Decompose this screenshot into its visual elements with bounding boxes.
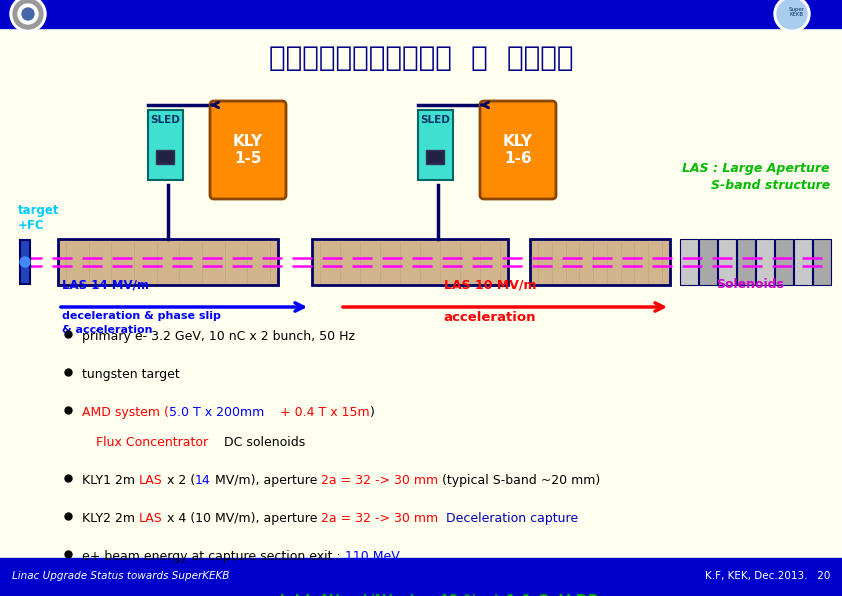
Text: 2a = 32 -> 30 mm: 2a = 32 -> 30 mm [321,474,438,487]
Text: SLED: SLED [150,115,180,125]
Text: Flux Concentrator: Flux Concentrator [96,436,208,449]
Bar [699,239,717,285]
Text: (typical S-band ~20 mm): (typical S-band ~20 mm) [438,474,600,487]
Text: KLY
1-5: KLY 1-5 [233,134,263,166]
Text: K.F, KEK, Dec.2013.   20: K.F, KEK, Dec.2013. 20 [705,571,830,581]
Bar [718,239,736,285]
Text: KLY2 2m: KLY2 2m [82,512,139,525]
Text: ): ) [370,406,375,419]
Bar [426,150,444,164]
Bar [530,239,670,285]
FancyBboxPatch shape [210,101,286,199]
Text: e+ yield: N(e+)/N(e-) = 49 % at 1.1 GeV DR: e+ yield: N(e+)/N(e-) = 49 % at 1.1 GeV … [243,594,599,596]
Text: SLED: SLED [420,115,450,125]
Text: + 0.4 T x 15m: + 0.4 T x 15m [264,406,370,419]
Bar [737,239,755,285]
Text: DC solenoids: DC solenoids [208,436,306,449]
Circle shape [18,4,38,24]
Text: AMD system (: AMD system ( [82,406,169,419]
Bar [680,239,698,285]
Text: Super
KEKB: Super KEKB [789,7,805,17]
Text: e+ beam energy at capture section exit :: e+ beam energy at capture section exit : [82,550,344,563]
Bar [813,239,831,285]
Circle shape [774,0,810,32]
Text: Linac Upgrade Status towards SuperKEKB: Linac Upgrade Status towards SuperKEKB [12,571,229,581]
Text: & acceleration: & acceleration [62,325,152,335]
Text: tungsten target: tungsten target [82,368,179,381]
Text: MV/m), aperture: MV/m), aperture [210,474,321,487]
Circle shape [22,8,34,20]
Text: S-band structure: S-band structure [711,179,830,192]
Text: LAS: LAS [139,512,163,525]
Text: 5.0 T x 200mm: 5.0 T x 200mm [169,406,264,419]
Text: 14: 14 [195,474,210,487]
Bar [794,239,812,285]
Text: primary e- 3.2 GeV, 10 nC x 2 bunch, 50 Hz: primary e- 3.2 GeV, 10 nC x 2 bunch, 50 … [82,330,355,343]
Bar [58,239,278,285]
Text: x 4 (10 MV/m), aperture: x 4 (10 MV/m), aperture [163,512,321,525]
Bar [775,239,793,285]
Bar [148,110,183,180]
Text: KLY1 2m: KLY1 2m [82,474,139,487]
Text: target
+FC: target +FC [18,204,60,232]
Text: KLY
1-6: KLY 1-6 [503,134,533,166]
Bar [312,239,508,285]
Text: 2a = 32 -> 30 mm: 2a = 32 -> 30 mm [321,512,438,525]
Text: acceleration: acceleration [444,311,536,324]
Text: LAS: LAS [139,474,163,487]
FancyBboxPatch shape [480,101,556,199]
Bar [156,150,174,164]
Bar [20,240,30,284]
Text: LAS : Large Aperture: LAS : Large Aperture [683,162,830,175]
Text: Solenoids: Solenoids [716,278,784,291]
Bar [418,110,453,180]
Circle shape [20,257,30,267]
Circle shape [10,0,46,32]
Bar [756,239,774,285]
Text: 110 MeV: 110 MeV [344,550,399,563]
Text: 陽電子ビームライン建設  －  捕獲部分: 陽電子ビームライン建設 － 捕獲部分 [269,44,573,72]
Text: Deceleration capture: Deceleration capture [446,512,578,525]
Circle shape [777,0,807,29]
Text: LAS 14 MV/m: LAS 14 MV/m [62,278,149,291]
Bar [0,0,842,28]
Text: x 2 (: x 2 ( [163,474,195,487]
Text: LAS 10 MV/m: LAS 10 MV/m [444,278,536,291]
Text: deceleration & phase slip: deceleration & phase slip [62,311,221,321]
Bar [0,558,842,596]
Circle shape [13,0,43,29]
